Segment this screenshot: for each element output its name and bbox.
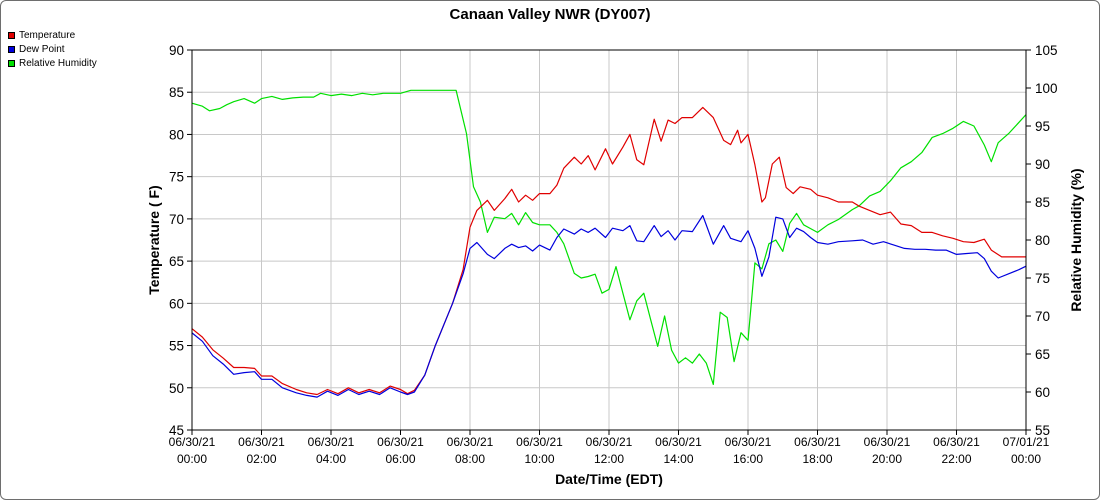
- x-tick-date: 06/30/21: [169, 435, 216, 449]
- y2-axis-label: Relative Humidity (%): [1068, 168, 1084, 311]
- grid: [191, 49, 1027, 431]
- legend-swatch: [8, 59, 15, 67]
- legend-swatch: [8, 31, 15, 39]
- x-tick-time: 20:00: [872, 452, 902, 466]
- x-tick-time: 00:00: [177, 452, 207, 466]
- y2-tick-label: 95: [1035, 119, 1050, 134]
- legend-item-temperature: Temperature: [8, 28, 97, 42]
- series-layer: [191, 89, 1027, 398]
- y2-tick-label: 75: [1035, 271, 1050, 286]
- x-tick-date: 06/30/21: [377, 435, 424, 449]
- x-tick-time: 18:00: [802, 452, 832, 466]
- y-tick-label: 85: [169, 85, 184, 100]
- legend: Temperature Dew Point Relative Humidity: [8, 28, 97, 70]
- y-tick-label: 45: [169, 423, 184, 438]
- legend-item-relative-humidity: Relative Humidity: [8, 56, 97, 70]
- x-tick-time: 16:00: [733, 452, 763, 466]
- y-tick-label: 60: [169, 296, 184, 311]
- y2-tick-label: 105: [1035, 43, 1058, 58]
- y-tick-label: 50: [169, 381, 184, 396]
- chart-title: Canaan Valley NWR (DY007): [450, 6, 651, 23]
- y2-tick-label: 65: [1035, 347, 1050, 362]
- y2-tick-label: 55: [1035, 423, 1050, 438]
- x-tick-time: 04:00: [316, 452, 346, 466]
- x-tick-date: 06/30/21: [725, 435, 772, 449]
- y2-tick-label: 100: [1035, 81, 1058, 96]
- x-tick-date: 07/01/21: [1003, 435, 1050, 449]
- y-tick-label: 80: [169, 127, 184, 142]
- x-tick-date: 06/30/21: [933, 435, 980, 449]
- x-tick-date: 06/30/21: [794, 435, 841, 449]
- y2-tick-label: 85: [1035, 195, 1050, 210]
- series-line-dew-point: [191, 214, 1027, 398]
- y2-axis-ticks: 55 60 65 70 75 80 85 90 95 100 105: [1026, 43, 1058, 438]
- x-tick-time: 22:00: [941, 452, 971, 466]
- x-tick-date: 06/30/21: [447, 435, 494, 449]
- x-tick-time: 00:00: [1011, 452, 1041, 466]
- y-axis-ticks: 45 50 55 60 65 70 75 80 85 90: [169, 43, 192, 438]
- y-tick-label: 75: [169, 170, 184, 185]
- y-tick-label: 55: [169, 339, 184, 354]
- x-tick-date: 06/30/21: [516, 435, 563, 449]
- legend-swatch: [8, 45, 15, 53]
- legend-item-dew-point: Dew Point: [8, 42, 97, 56]
- x-tick-date: 06/30/21: [308, 435, 355, 449]
- y2-tick-label: 70: [1035, 309, 1050, 324]
- legend-label: Dew Point: [19, 43, 65, 55]
- x-tick-time: 08:00: [455, 452, 485, 466]
- x-tick-date: 06/30/21: [238, 435, 285, 449]
- x-axis-ticks: 06/30/21 00:00 06/30/21 02:00 06/30/21 04:00 0…: [169, 430, 1050, 466]
- y-tick-label: 65: [169, 254, 184, 269]
- x-tick-time: 06:00: [385, 452, 415, 466]
- y-tick-label: 90: [169, 43, 184, 58]
- y-tick-label: 70: [169, 212, 184, 227]
- legend-label: Relative Humidity: [19, 57, 97, 69]
- x-tick-time: 10:00: [524, 452, 554, 466]
- x-tick-time: 12:00: [594, 452, 624, 466]
- x-tick-date: 06/30/21: [586, 435, 633, 449]
- y-axis-label: Temperature ( F): [146, 185, 162, 294]
- y2-tick-label: 60: [1035, 385, 1050, 400]
- series-line-relative-humidity: [191, 89, 1027, 385]
- x-tick-time: 14:00: [663, 452, 693, 466]
- x-tick-date: 06/30/21: [864, 435, 911, 449]
- series-line-temperature: [191, 106, 1026, 396]
- legend-label: Temperature: [19, 29, 76, 41]
- x-axis-label: Date/Time (EDT): [555, 471, 663, 487]
- y2-tick-label: 90: [1035, 157, 1050, 172]
- y2-tick-label: 80: [1035, 233, 1050, 248]
- x-tick-date: 06/30/21: [655, 435, 702, 449]
- x-tick-time: 02:00: [246, 452, 276, 466]
